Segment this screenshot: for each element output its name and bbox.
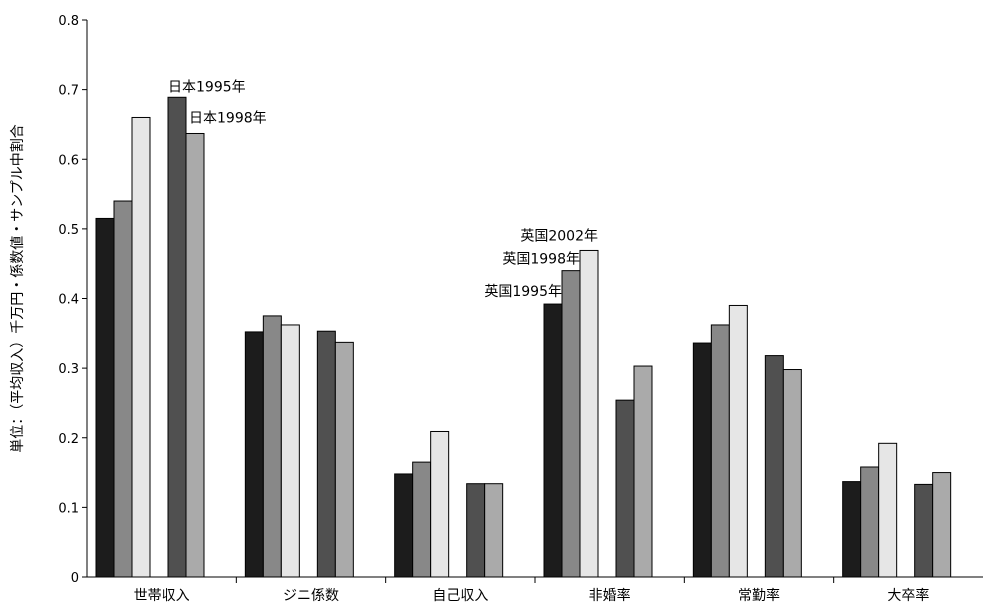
category-label: 非婚率 [589, 587, 631, 604]
bar-1-5 [692, 342, 712, 578]
bar-5-4 [633, 365, 653, 578]
annotation-label: 英国1995年 [484, 283, 562, 300]
bar-5-6 [932, 472, 952, 578]
bar-4-6 [914, 483, 934, 578]
bar-3-6 [878, 442, 898, 578]
bar-3-4 [579, 249, 599, 578]
y-tick-label: 0.2 [58, 432, 79, 447]
bar-2-2 [262, 315, 282, 578]
bar-1-2 [244, 331, 264, 578]
annotation-label: 英国2002年 [520, 227, 598, 244]
y-tick-label: 0.6 [58, 153, 79, 168]
bar-5-1 [185, 132, 205, 578]
bar-1-3 [394, 473, 414, 578]
y-tick-label: 0.1 [58, 501, 79, 516]
axes-group [82, 19, 983, 583]
annotation-label: 日本1995年 [168, 79, 246, 95]
bar-4-4 [615, 399, 635, 578]
y-axis-label: 単位：（平均収入）千万円・係数値・サンプル中割合 [9, 124, 26, 453]
bar-4-3 [466, 483, 486, 578]
bar-5-3 [484, 483, 504, 578]
y-tick-label: 0.3 [58, 362, 79, 377]
bar-4-2 [316, 330, 336, 578]
bar-1-6 [842, 481, 862, 578]
bar-3-5 [728, 304, 748, 578]
bar-2-4 [561, 270, 581, 578]
bar-1-4 [543, 303, 563, 578]
bar-5-2 [334, 341, 354, 578]
bar-2-5 [710, 324, 730, 578]
annotation-label: 日本1998年 [189, 110, 267, 126]
bar-5-5 [782, 369, 802, 578]
bar-3-1 [131, 116, 151, 578]
category-label: 世帯収入 [134, 588, 190, 604]
category-label: 常勤率 [738, 587, 780, 604]
labels-group: 0 0.1 0.2 0.3 0.4 0.5 0.6 0.7 0.8 世帯収入 ジニ係数 自己収入 非婚率… [58, 14, 929, 604]
bar-3-2 [280, 324, 300, 578]
y-tick-label: 0 [71, 571, 79, 586]
bar-2-3 [412, 461, 432, 578]
y-tick-label: 0.8 [58, 14, 79, 29]
y-tick-label: 0.4 [58, 293, 79, 308]
category-label: 大卒率 [887, 587, 929, 604]
bar-2-1 [113, 200, 133, 578]
annotation-label: 英国1998年 [502, 251, 580, 268]
y-tick-label: 0.7 [58, 84, 79, 99]
bars-group [95, 96, 952, 578]
bar-1-1 [95, 217, 115, 578]
bar-3-3 [430, 430, 450, 578]
bar-2-6 [860, 466, 880, 578]
category-label: 自己収入 [432, 588, 488, 604]
bar-4-1 [167, 96, 187, 578]
category-label: ジニ係数 [283, 588, 339, 604]
bar-4-5 [764, 355, 784, 578]
y-tick-label: 0.5 [58, 223, 79, 238]
